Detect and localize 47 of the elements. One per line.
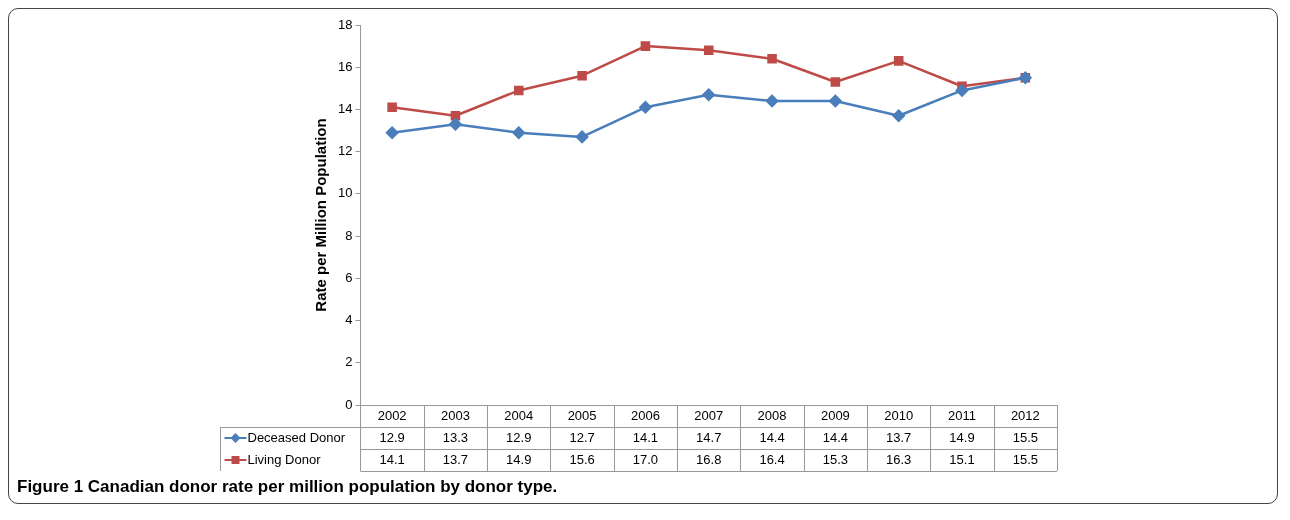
x-tick-label: 2009 — [820, 407, 850, 423]
y-tick-label: 10 — [337, 185, 353, 201]
data-label: 17.0 — [632, 451, 659, 467]
data-label: 14.1 — [632, 429, 659, 445]
data-label: 13.7 — [442, 451, 469, 467]
x-tick-label: 2004 — [504, 407, 534, 423]
x-tick-label: 2008 — [757, 407, 787, 423]
data-label: 15.6 — [569, 451, 595, 467]
data-label: 14.7 — [696, 429, 722, 445]
y-axis-title: Rate per Million Population — [312, 118, 330, 312]
legend-label: Deceased Donor — [247, 429, 346, 445]
data-label: 15.5 — [1012, 451, 1038, 467]
x-tick-label: 2011 — [948, 407, 976, 423]
data-label: 15.3 — [822, 451, 849, 467]
data-label: 16.8 — [696, 451, 722, 467]
y-tick-label: 14 — [337, 101, 353, 117]
y-tick-label: 6 — [345, 269, 353, 285]
data-label: 14.1 — [379, 451, 405, 467]
data-label: 14.4 — [822, 429, 849, 445]
legend-label: Living Donor — [247, 451, 322, 467]
y-tick-label: 8 — [345, 227, 353, 243]
data-label: 12.9 — [379, 429, 405, 445]
text: Figure 1 Canadian donor rate per million population by donor type. — [16, 477, 559, 497]
data-label: 15.5 — [1012, 429, 1038, 445]
y-tick-label: 0 — [345, 396, 353, 412]
data-label: 13.7 — [886, 429, 912, 445]
x-tick-label: 2012 — [1010, 407, 1040, 423]
y-tick-label: 12 — [337, 143, 353, 159]
data-label: 14.4 — [759, 429, 785, 445]
y-tick-label: 16 — [337, 58, 353, 74]
data-label: 16.3 — [886, 451, 912, 467]
data-label: 14.9 — [506, 451, 532, 467]
y-tick-label: 4 — [345, 312, 353, 328]
data-label: 16.4 — [759, 451, 785, 467]
x-tick-label: 2005 — [567, 407, 597, 423]
y-tick-label: 2 — [345, 354, 353, 370]
x-tick-label: 2010 — [884, 407, 914, 423]
data-label: 15.1 — [949, 451, 975, 467]
data-label: 13.3 — [442, 429, 469, 445]
data-label: 14.9 — [949, 429, 975, 445]
x-tick-label: 2006 — [630, 407, 660, 423]
x-tick-label: 2002 — [377, 407, 407, 423]
y-tick-label: 18 — [337, 16, 353, 32]
x-tick-label: 2007 — [694, 407, 724, 423]
data-label: 12.7 — [569, 429, 595, 445]
x-tick-label: 2003 — [440, 407, 470, 423]
data-label: 12.9 — [506, 429, 532, 445]
